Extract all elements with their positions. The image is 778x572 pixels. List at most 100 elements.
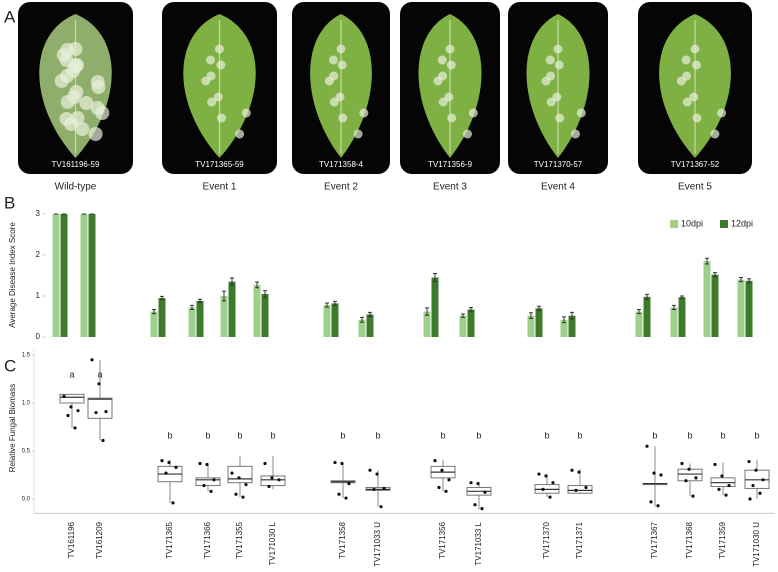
significance-letter: b xyxy=(270,430,275,440)
error-bar xyxy=(529,312,533,320)
x-tick-label: TV171358 xyxy=(338,521,347,558)
box xyxy=(677,468,703,482)
mildew-spot xyxy=(216,60,226,70)
mildew-spot xyxy=(554,60,564,70)
bar xyxy=(88,214,96,337)
mildew-spot xyxy=(359,108,369,118)
mildew-spot xyxy=(682,71,692,81)
data-point xyxy=(687,467,691,471)
data-point xyxy=(645,444,649,448)
mildew-spot xyxy=(553,44,563,54)
significance-letter: b xyxy=(720,430,725,440)
data-point xyxy=(724,493,728,497)
mildew-spot xyxy=(68,59,83,73)
data-point xyxy=(101,438,105,443)
x-tick-label: TV171030 U xyxy=(752,522,761,567)
data-point xyxy=(241,495,245,499)
data-point xyxy=(727,483,731,488)
bar xyxy=(188,307,196,337)
y-tick-label: 0.0 xyxy=(22,497,31,503)
significance-letter: b xyxy=(205,430,210,440)
leaf-caption: Event 1 xyxy=(203,182,237,193)
mildew-spot xyxy=(462,129,472,139)
mildew-spot xyxy=(206,55,216,65)
leaf-code: TV171358-4 xyxy=(319,160,364,169)
x-tick-label: TV171355 xyxy=(235,521,244,558)
data-point xyxy=(333,460,337,465)
mildew-spot xyxy=(235,129,245,139)
mildew-spot xyxy=(446,60,456,70)
data-point xyxy=(340,461,344,466)
bar xyxy=(196,300,204,337)
data-point xyxy=(174,465,178,469)
data-point xyxy=(761,478,765,482)
bar xyxy=(323,305,331,337)
mildew-spot xyxy=(468,108,478,118)
data-point xyxy=(652,471,656,475)
x-tick-label: TV171368 xyxy=(685,521,694,558)
data-point xyxy=(758,491,762,495)
data-point xyxy=(337,492,341,496)
significance-letter: b xyxy=(544,430,549,440)
legend-swatch xyxy=(670,220,678,228)
error-bar xyxy=(360,316,364,323)
error-bar xyxy=(713,272,717,278)
error-bar xyxy=(152,309,156,315)
data-point xyxy=(747,459,751,464)
mildew-spot xyxy=(215,44,224,54)
box xyxy=(567,485,593,494)
significance-letter: b xyxy=(340,430,345,440)
data-point xyxy=(104,410,108,414)
mildew-spot xyxy=(444,92,454,102)
data-point xyxy=(270,476,274,480)
error-bar xyxy=(645,293,649,300)
leaf-code: TV171356-9 xyxy=(428,160,473,169)
mildew-spot xyxy=(329,71,339,81)
y-tick-label: 0 xyxy=(36,332,41,341)
data-point xyxy=(267,484,271,489)
bar xyxy=(527,315,535,337)
mildew-spot xyxy=(241,108,251,118)
leaf-caption: Event 4 xyxy=(541,182,575,193)
mildew-spot xyxy=(336,44,346,54)
bar xyxy=(261,293,269,337)
data-point xyxy=(437,485,441,490)
legend-label: 12dpi xyxy=(731,218,753,228)
mildew-spot xyxy=(692,113,702,123)
mildew-spot xyxy=(217,113,227,123)
bar xyxy=(366,314,374,337)
data-point xyxy=(90,358,94,362)
error-bar xyxy=(433,272,437,283)
data-point xyxy=(368,468,372,472)
bar xyxy=(568,315,576,337)
data-point xyxy=(73,426,77,430)
bar xyxy=(158,298,166,337)
x-tick-label: TV171356 xyxy=(438,521,447,558)
data-point xyxy=(234,492,238,496)
data-point xyxy=(447,478,451,482)
significance-letter: b xyxy=(375,430,380,440)
mildew-spot xyxy=(682,97,692,107)
bar xyxy=(423,311,431,337)
panel-label: A xyxy=(4,7,16,26)
significance-letter: b xyxy=(687,430,692,440)
y-tick-label: 1.5 xyxy=(22,353,31,359)
data-point xyxy=(379,505,383,509)
data-point xyxy=(444,489,448,493)
data-point xyxy=(551,481,555,485)
bar xyxy=(60,214,68,337)
mildew-spot xyxy=(75,122,90,136)
y-axis-label: Average Disease Index Score xyxy=(8,222,17,328)
mildew-spot xyxy=(546,71,556,81)
bar xyxy=(358,319,366,337)
mildew-spot xyxy=(555,113,565,123)
significance-letter: a xyxy=(69,369,74,379)
data-point xyxy=(548,495,552,499)
data-point xyxy=(694,476,698,480)
bar xyxy=(560,319,568,337)
significance-letter: b xyxy=(577,430,582,440)
bar xyxy=(431,277,439,337)
mildew-spot xyxy=(213,92,223,102)
data-point xyxy=(656,504,660,508)
